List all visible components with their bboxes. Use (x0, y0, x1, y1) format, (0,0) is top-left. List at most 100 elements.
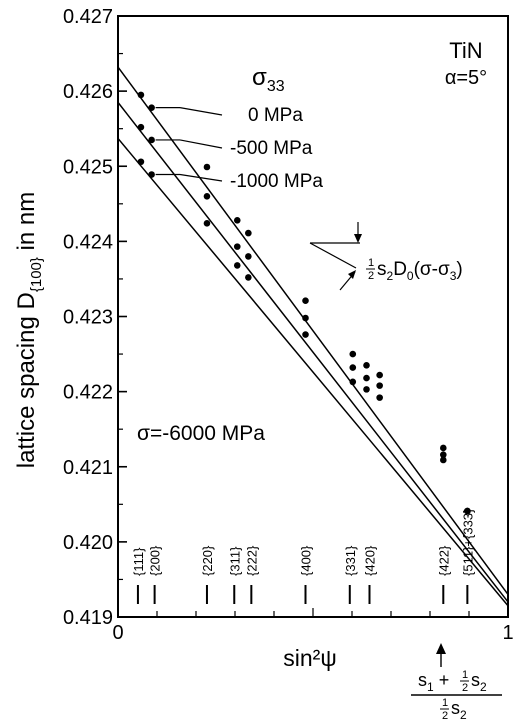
data-point (439, 451, 447, 459)
slope-annotation-s-sub: 2 (387, 269, 394, 283)
legend: 0 MPa -500 MPa -1000 MPa (155, 105, 323, 192)
intersection-arrowhead (436, 643, 446, 654)
data-point (137, 91, 145, 99)
slope-annotation-half-den: 2 (368, 270, 374, 282)
y-tick-label: 0.424 (63, 231, 113, 253)
reflection-label: {220} (200, 545, 215, 576)
x-tick-label: 1 (502, 622, 513, 644)
legend-label: -500 MPa (230, 138, 313, 159)
intersection-den-half-num: 1 (442, 697, 448, 709)
chart-title: TiN (449, 38, 482, 63)
slope-annotation: 1 2 s2D0(σ-σ3) (309, 222, 463, 291)
data-point (137, 158, 145, 166)
data-point (203, 220, 211, 227)
y-axis: 0.419 0.420 0.421 0.422 0.423 0.424 0.425 0.426… (63, 6, 127, 629)
legend-title-sub: 33 (267, 78, 285, 95)
reflection-label: {422} (436, 545, 451, 576)
intersection-s1: s (418, 670, 427, 690)
series-points (137, 91, 471, 515)
y-tick-label: 0.419 (63, 607, 113, 629)
reflection-label: {331} (343, 545, 358, 576)
reflection-label: {222} (244, 545, 259, 576)
data-point (349, 378, 357, 386)
data-point (203, 193, 211, 200)
reflection-label: {200} (148, 545, 163, 576)
data-point (245, 229, 252, 237)
reflection-label: {511}+{333} (460, 508, 475, 576)
intersection-marker: s1 + 1 2 s2 1 2 s2 (411, 643, 502, 720)
slope-annotation-arrowhead-up (348, 270, 356, 279)
data-point (464, 507, 471, 515)
data-point (349, 364, 357, 371)
y-tick-label: 0.422 (63, 382, 113, 404)
x-axis-label: sin²ψ (283, 645, 336, 671)
data-point (203, 163, 211, 171)
slope-annotation-s: s (377, 259, 387, 280)
y-tick-label: 0.425 (63, 156, 113, 178)
data-point (376, 371, 383, 379)
reflection-markers: {111} {200} {220} {311} {222} {400} {331} {420}… (131, 508, 475, 604)
y-axis-label-sub: {100} (28, 257, 45, 292)
slope-annotation-close: ) (456, 259, 462, 280)
data-point (349, 350, 357, 358)
y-tick-label: 0.421 (63, 457, 113, 479)
intersection-denominator: s2 (451, 698, 467, 720)
legend-leader-tail (179, 107, 223, 116)
series-lines (117, 66, 509, 607)
intersection-numerator: s1 + (418, 670, 449, 694)
data-point (376, 394, 383, 401)
data-point (245, 274, 252, 281)
slope-annotation-arrowhead-down (354, 234, 362, 243)
slope-annotation-formula: s2D0(σ-σ3) (377, 259, 463, 283)
slope-annotation-half-num: 1 (368, 257, 374, 269)
y-axis-label-tail: in nm (13, 192, 40, 257)
legend-title-sigma: σ (252, 64, 267, 91)
y-tick-label: 0.420 (63, 532, 113, 554)
data-point (233, 243, 241, 250)
intersection-s1-sub: 1 (427, 680, 434, 694)
intersection-s2-sub: 2 (480, 680, 487, 694)
reflection-label: {311} (227, 546, 242, 576)
data-point (233, 217, 241, 224)
data-point (137, 123, 145, 131)
data-point (439, 456, 447, 464)
reflection-label: {420} (363, 545, 378, 576)
data-point (302, 314, 309, 322)
data-point (363, 386, 370, 393)
data-point (233, 262, 241, 269)
y-tick-label: 0.423 (63, 307, 113, 329)
data-point (245, 253, 252, 260)
slope-annotation-diagonal (309, 242, 357, 269)
intersection-half-den: 2 (462, 682, 468, 694)
legend-title: σ33 (252, 64, 285, 95)
intersection-plus: + (434, 670, 450, 690)
intersection-s2-s: s (471, 670, 480, 690)
legend-label: -1000 MPa (230, 171, 323, 192)
reflection-label: {111} (131, 547, 146, 576)
data-point (363, 362, 370, 369)
data-point (148, 136, 155, 144)
stress-label: σ=-6000 MPa (137, 422, 265, 445)
slope-annotation-d: D (393, 259, 407, 280)
legend-label: 0 MPa (248, 105, 303, 126)
y-axis-label: lattice spacing D{100} in nm (13, 192, 45, 469)
series-line (117, 101, 509, 603)
legend-leader-tail (179, 139, 223, 149)
series-line (117, 66, 509, 595)
intersection-half-num: 1 (462, 669, 468, 681)
slope-annotation-d-sub: 0 (407, 269, 414, 283)
slope-annotation-paren: (σ-σ (414, 259, 450, 280)
data-point (439, 444, 447, 452)
data-point (148, 171, 155, 178)
series-line (117, 137, 509, 607)
data-point (376, 382, 383, 389)
chart-subtitle: α=5° (445, 67, 487, 89)
y-tick-label: 0.427 (63, 6, 113, 28)
data-point (302, 331, 309, 338)
intersection-s2: s2 (471, 670, 487, 694)
intersection-den-half-den: 2 (442, 710, 448, 720)
x-tick-label: 0 (112, 622, 123, 644)
legend-leader-tail (179, 173, 223, 182)
